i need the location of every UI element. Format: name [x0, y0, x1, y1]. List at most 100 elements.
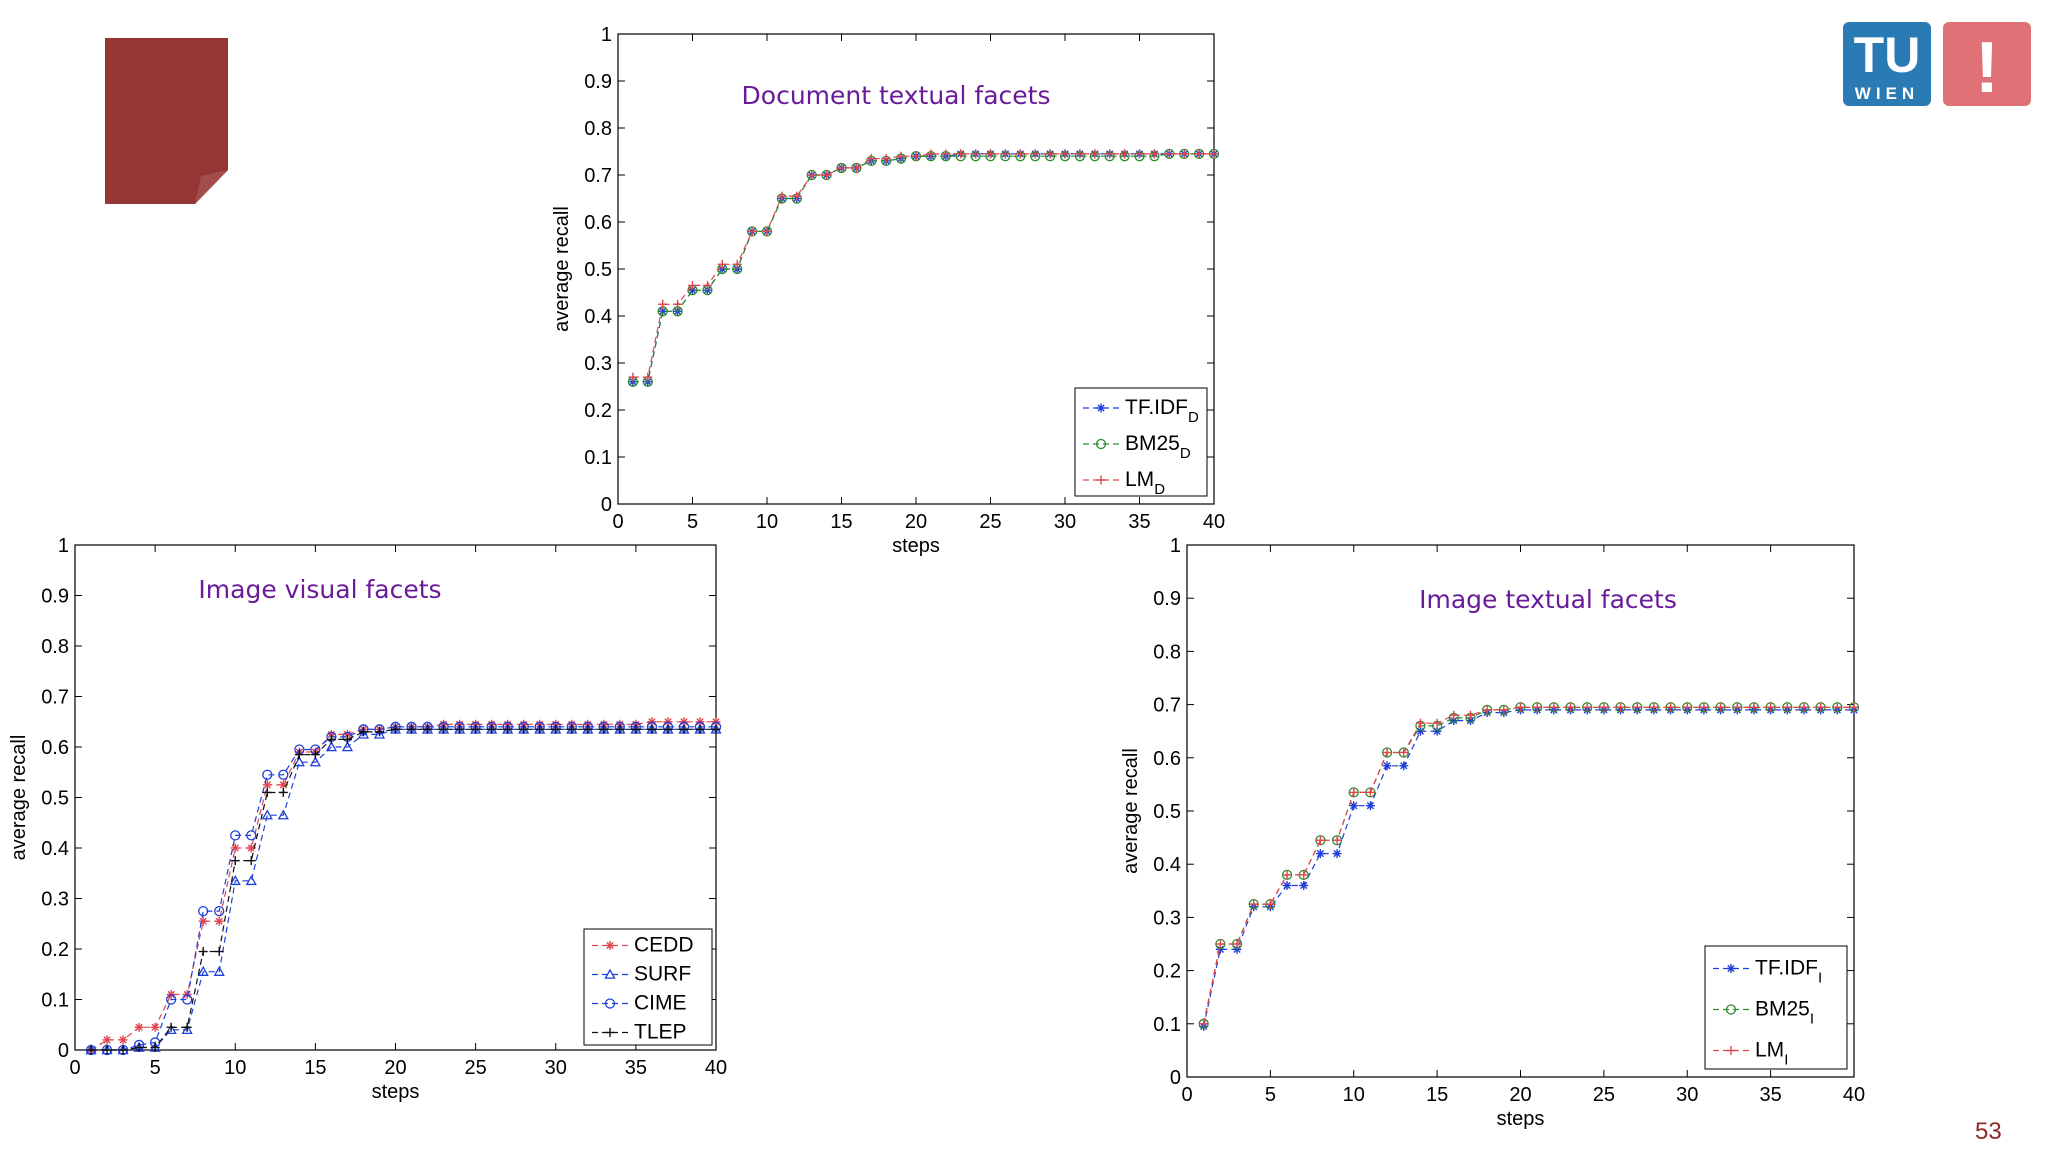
data-point	[663, 724, 673, 734]
data-point	[1432, 718, 1442, 728]
y-tick-label: 1	[58, 535, 69, 557]
data-point	[341, 741, 354, 752]
data-point	[695, 724, 705, 734]
y-tick-label: 0.4	[1153, 854, 1181, 876]
x-tick-label: 5	[1265, 1084, 1276, 1106]
data-point	[213, 965, 225, 976]
x-axis-label: steps	[892, 535, 940, 557]
x-axis-label: steps	[1497, 1108, 1545, 1130]
data-point	[134, 1042, 144, 1052]
y-tick-label: 0.9	[1153, 588, 1181, 610]
data-point	[747, 226, 757, 236]
y-tick-label: 0	[601, 494, 612, 516]
data-point	[1732, 702, 1742, 712]
legend-subscript: I	[1818, 970, 1822, 987]
data-point	[214, 916, 224, 926]
data-point	[1632, 702, 1642, 712]
data-point	[278, 769, 289, 780]
data-point	[1282, 880, 1292, 890]
y-tick-label: 1	[601, 24, 612, 46]
x-tick-label: 35	[1128, 511, 1150, 533]
data-point	[1616, 702, 1626, 712]
y-tick-label: 0.7	[1153, 695, 1181, 717]
chart-title: Image visual facets	[198, 575, 441, 604]
x-tick-label: 15	[1426, 1084, 1448, 1106]
data-point	[1215, 939, 1225, 949]
data-point	[325, 741, 338, 752]
y-tick-label: 0.4	[584, 306, 612, 328]
data-point	[358, 727, 368, 737]
data-point	[866, 154, 876, 164]
data-point	[118, 1035, 128, 1045]
y-tick-label: 0.2	[1153, 961, 1181, 983]
data-point	[1000, 149, 1010, 159]
logo-blue-block	[1843, 22, 1931, 106]
data-point	[1365, 787, 1375, 797]
data-point	[342, 734, 352, 744]
data-point	[198, 947, 208, 957]
legend-marker	[1726, 1046, 1736, 1055]
data-point	[150, 1042, 160, 1052]
data-point	[1299, 880, 1309, 890]
chart-title: Document textual facets	[742, 81, 1051, 110]
data-point	[1566, 702, 1576, 712]
legend-marker	[1726, 964, 1736, 973]
data-point	[310, 750, 320, 760]
data-point	[1194, 149, 1204, 159]
data-point	[165, 1023, 177, 1035]
data-point	[1135, 149, 1144, 159]
data-point	[1516, 702, 1525, 712]
data-point	[971, 149, 981, 159]
data-point	[294, 750, 304, 760]
data-point	[165, 994, 177, 1005]
data-point	[407, 724, 417, 734]
legend-marker	[605, 1028, 615, 1037]
data-point	[1449, 710, 1459, 720]
legend-marker	[604, 998, 616, 1009]
x-tick-label: 25	[465, 1057, 487, 1079]
logo-tu-text: TU	[1854, 27, 1921, 83]
x-tick-label: 0	[612, 511, 623, 533]
data-point	[391, 724, 400, 734]
data-point	[777, 191, 787, 201]
data-point	[246, 856, 256, 866]
y-tick-label: 0.3	[584, 353, 612, 375]
x-tick-label: 30	[545, 1057, 567, 1079]
y-tick-label: 0.5	[584, 259, 612, 281]
x-tick-label: 30	[1676, 1084, 1698, 1106]
data-point	[198, 916, 208, 926]
data-point	[182, 994, 193, 1005]
data-point	[762, 226, 772, 236]
data-point	[1382, 761, 1392, 771]
legend-label: SURF	[634, 963, 691, 986]
data-point	[956, 149, 966, 159]
data-point	[837, 163, 846, 173]
data-point	[711, 724, 721, 734]
data-point	[986, 149, 995, 159]
data-point	[1582, 702, 1592, 712]
data-point	[1832, 702, 1842, 712]
data-point	[1749, 702, 1759, 712]
data-point	[732, 259, 742, 269]
data-point	[1415, 726, 1425, 736]
data-point	[278, 787, 288, 797]
data-point	[1349, 787, 1359, 797]
data-point	[1209, 149, 1219, 159]
data-point	[471, 724, 481, 734]
data-point	[567, 724, 577, 734]
legend-subscript: I	[1810, 1011, 1814, 1028]
y-tick-label: 0.5	[41, 788, 69, 810]
legend-marker	[604, 968, 616, 979]
data-point	[822, 170, 832, 180]
data-point	[229, 874, 241, 886]
data-point	[1045, 149, 1055, 159]
y-axis-label: average recall	[1120, 748, 1142, 874]
y-tick-label: 0.2	[584, 400, 612, 422]
data-point	[679, 724, 689, 734]
x-tick-label: 20	[384, 1057, 406, 1079]
x-tick-label: 20	[905, 511, 927, 533]
data-point	[1465, 710, 1475, 720]
data-point	[1599, 702, 1609, 712]
legend-marker	[1095, 438, 1107, 450]
y-tick-label: 0	[1170, 1067, 1181, 1089]
